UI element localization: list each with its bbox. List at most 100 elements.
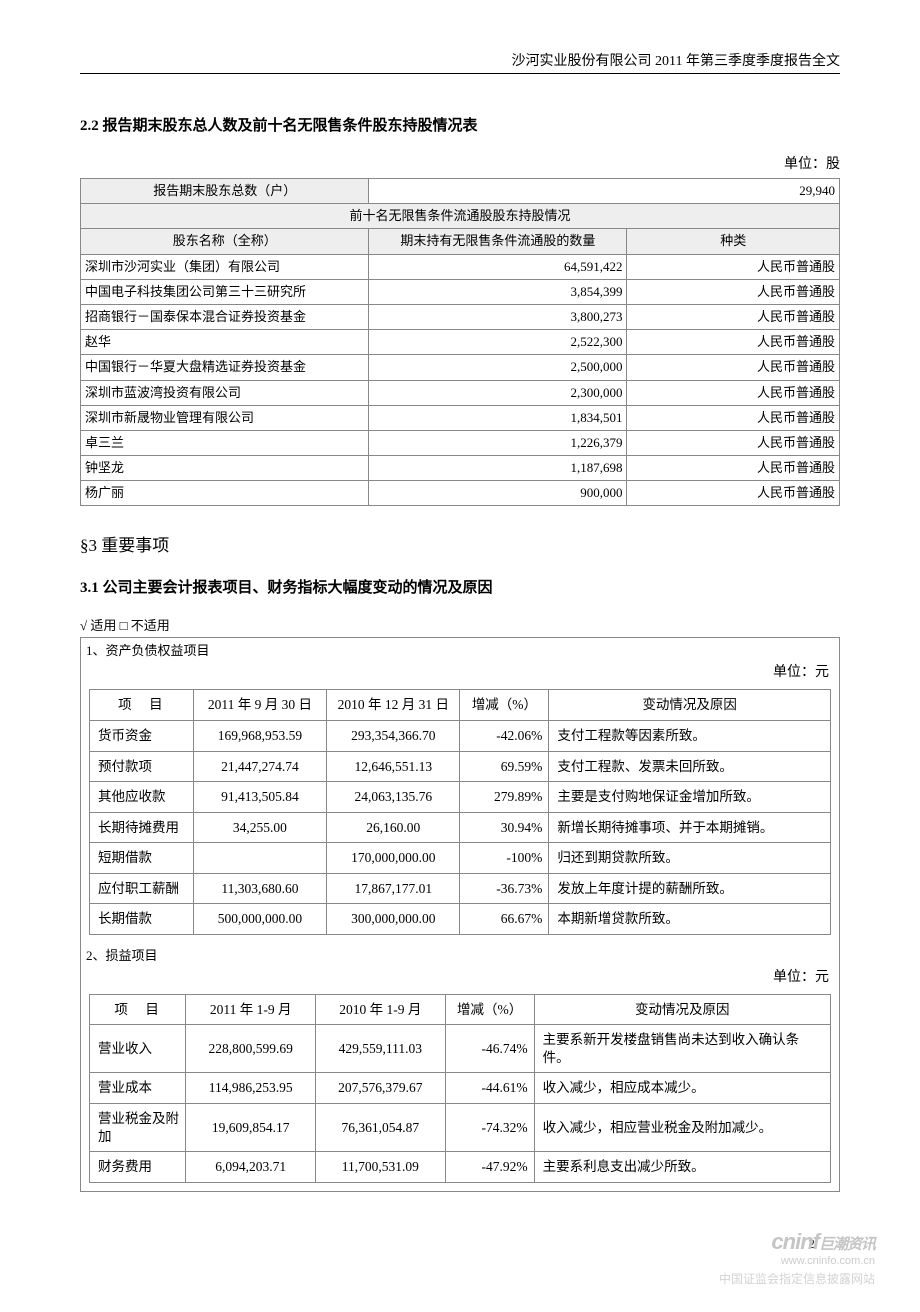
table-row: 人民币普通股 xyxy=(627,405,840,430)
table-row: 赵华 xyxy=(81,330,369,355)
table-row: 主要系新开发楼盘销售尚未达到收入确认条件。 xyxy=(534,1025,830,1073)
table-row: 34,255.00 xyxy=(193,812,326,843)
th-total-shareholders: 报告期末股东总数（户） xyxy=(81,179,369,204)
section-3-1-title: 3.1 公司主要会计报表项目、财务指标大幅度变动的情况及原因 xyxy=(80,576,840,597)
table-row: 64,591,422 xyxy=(369,254,627,279)
table-row: 中国银行－华夏大盘精选证券投资基金 xyxy=(81,355,369,380)
th-type: 种类 xyxy=(627,229,840,254)
table-row: 12,646,551.13 xyxy=(327,751,460,782)
financial-changes-box: 1、资产负债权益项目 单位：元 项 目 2011 年 9 月 30 日 2010… xyxy=(80,637,840,1191)
watermark-bottom: 中国证监会指定信息披露网站 xyxy=(719,1270,875,1287)
watermark: cninf巨潮资讯 www.cninfo.com.cn 中国证监会指定信息披露网… xyxy=(719,1229,875,1287)
table-row: 钟坚龙 xyxy=(81,456,369,481)
watermark-url: www.cninfo.com.cn xyxy=(719,1255,875,1267)
t2-h-d2: 2010 年 12 月 31 日 xyxy=(327,690,460,721)
table-row: 17,867,177.01 xyxy=(327,873,460,904)
table-row: 1,834,501 xyxy=(369,405,627,430)
t2-h-d1: 2011 年 9 月 30 日 xyxy=(193,690,326,721)
table-row: 114,986,253.95 xyxy=(186,1073,316,1104)
th-top10-title: 前十名无限售条件流通股股东持股情况 xyxy=(81,204,840,229)
table-row: 429,559,111.03 xyxy=(316,1025,446,1073)
table-row: 其他应收款 xyxy=(90,782,194,813)
table-row: 深圳市沙河实业（集团）有限公司 xyxy=(81,254,369,279)
table-row: 招商银行－国泰保本混合证券投资基金 xyxy=(81,304,369,329)
table-row: 293,354,366.70 xyxy=(327,720,460,751)
t3-h-d2: 2010 年 1-9 月 xyxy=(316,994,446,1025)
table-row: 卓三兰 xyxy=(81,430,369,455)
table-row: 26,160.00 xyxy=(327,812,460,843)
table-row: -36.73% xyxy=(460,873,549,904)
box1-title: 1、资产负债权益项目 xyxy=(81,638,839,659)
table-row: 228,800,599.69 xyxy=(186,1025,316,1073)
table-row: 支付工程款、发票未回所致。 xyxy=(549,751,831,782)
table-row: 新增长期待摊事项、并于本期摊销。 xyxy=(549,812,831,843)
table-row: 500,000,000.00 xyxy=(193,904,326,935)
table-row: -46.74% xyxy=(445,1025,534,1073)
table-row: 19,609,854.17 xyxy=(186,1104,316,1152)
table-row: 应付职工薪酬 xyxy=(90,873,194,904)
table-row: -100% xyxy=(460,843,549,874)
table-row: 货币资金 xyxy=(90,720,194,751)
table-row: 11,303,680.60 xyxy=(193,873,326,904)
section-2-2-title: 2.2 报告期末股东总人数及前十名无限售条件股东持股情况表 xyxy=(80,114,840,135)
shareholders-table: 报告期末股东总数（户） 29,940 前十名无限售条件流通股股东持股情况 股东名… xyxy=(80,178,840,506)
table-row: 收入减少，相应成本减少。 xyxy=(534,1073,830,1104)
table-row: 人民币普通股 xyxy=(627,304,840,329)
table-row: -42.06% xyxy=(460,720,549,751)
applicable-checkbox: √ 适用 □ 不适用 xyxy=(80,615,840,634)
table-row: 人民币普通股 xyxy=(627,481,840,506)
table-row: 财务费用 xyxy=(90,1152,186,1183)
th-shares: 期末持有无限售条件流通股的数量 xyxy=(369,229,627,254)
table-row: 人民币普通股 xyxy=(627,279,840,304)
table-row: 1,187,698 xyxy=(369,456,627,481)
unit-yuan-2: 单位：元 xyxy=(81,964,839,994)
table-row: 长期待摊费用 xyxy=(90,812,194,843)
table-row: 21,447,274.74 xyxy=(193,751,326,782)
t3-h-chg: 增减（%） xyxy=(445,994,534,1025)
table-row: 1,226,379 xyxy=(369,430,627,455)
balance-sheet-changes-table: 项 目 2011 年 9 月 30 日 2010 年 12 月 31 日 增减（… xyxy=(89,689,831,934)
table-row: 中国电子科技集团公司第三十三研究所 xyxy=(81,279,369,304)
page-header: 沙河实业股份有限公司 2011 年第三季度季度报告全文 xyxy=(80,50,840,74)
table-row: 170,000,000.00 xyxy=(327,843,460,874)
table-row: 营业成本 xyxy=(90,1073,186,1104)
table-row: 169,968,953.59 xyxy=(193,720,326,751)
table-row: 主要是支付购地保证金增加所致。 xyxy=(549,782,831,813)
table-row: 归还到期贷款所致。 xyxy=(549,843,831,874)
table-row: 支付工程款等因素所致。 xyxy=(549,720,831,751)
table-row: 300,000,000.00 xyxy=(327,904,460,935)
table-row: 人民币普通股 xyxy=(627,456,840,481)
table-row: 11,700,531.09 xyxy=(316,1152,446,1183)
table-row: 营业收入 xyxy=(90,1025,186,1073)
section-3-title: §3 重要事项 xyxy=(80,531,840,556)
table-row: 24,063,135.76 xyxy=(327,782,460,813)
t2-h-chg: 增减（%） xyxy=(460,690,549,721)
table-row: 91,413,505.84 xyxy=(193,782,326,813)
table-row: 人民币普通股 xyxy=(627,355,840,380)
table-row: 人民币普通股 xyxy=(627,430,840,455)
table-row: 主要系利息支出减少所致。 xyxy=(534,1152,830,1183)
table-row: 人民币普通股 xyxy=(627,254,840,279)
table-row: 杨广丽 xyxy=(81,481,369,506)
income-changes-table: 项 目 2011 年 1-9 月 2010 年 1-9 月 增减（%） 变动情况… xyxy=(89,994,831,1183)
table-row: 279.89% xyxy=(460,782,549,813)
t2-h-reason: 变动情况及原因 xyxy=(549,690,831,721)
table-row: 2,522,300 xyxy=(369,330,627,355)
table-row: 2,500,000 xyxy=(369,355,627,380)
t2-h-item: 项 目 xyxy=(90,690,194,721)
t3-h-item: 项 目 xyxy=(90,994,186,1025)
table-row: 本期新增贷款所致。 xyxy=(549,904,831,935)
table-row: 3,854,399 xyxy=(369,279,627,304)
th-shareholder-name: 股东名称（全称） xyxy=(81,229,369,254)
unit-yuan-1: 单位：元 xyxy=(81,659,839,689)
table-row: 人民币普通股 xyxy=(627,330,840,355)
table-row: 长期借款 xyxy=(90,904,194,935)
table-row: 900,000 xyxy=(369,481,627,506)
t3-h-reason: 变动情况及原因 xyxy=(534,994,830,1025)
table-row: 短期借款 xyxy=(90,843,194,874)
table-row: 发放上年度计提的薪酬所致。 xyxy=(549,873,831,904)
td-total-shareholders-value: 29,940 xyxy=(369,179,840,204)
table-row xyxy=(193,843,326,874)
table-row: 66.67% xyxy=(460,904,549,935)
table-row: -47.92% xyxy=(445,1152,534,1183)
